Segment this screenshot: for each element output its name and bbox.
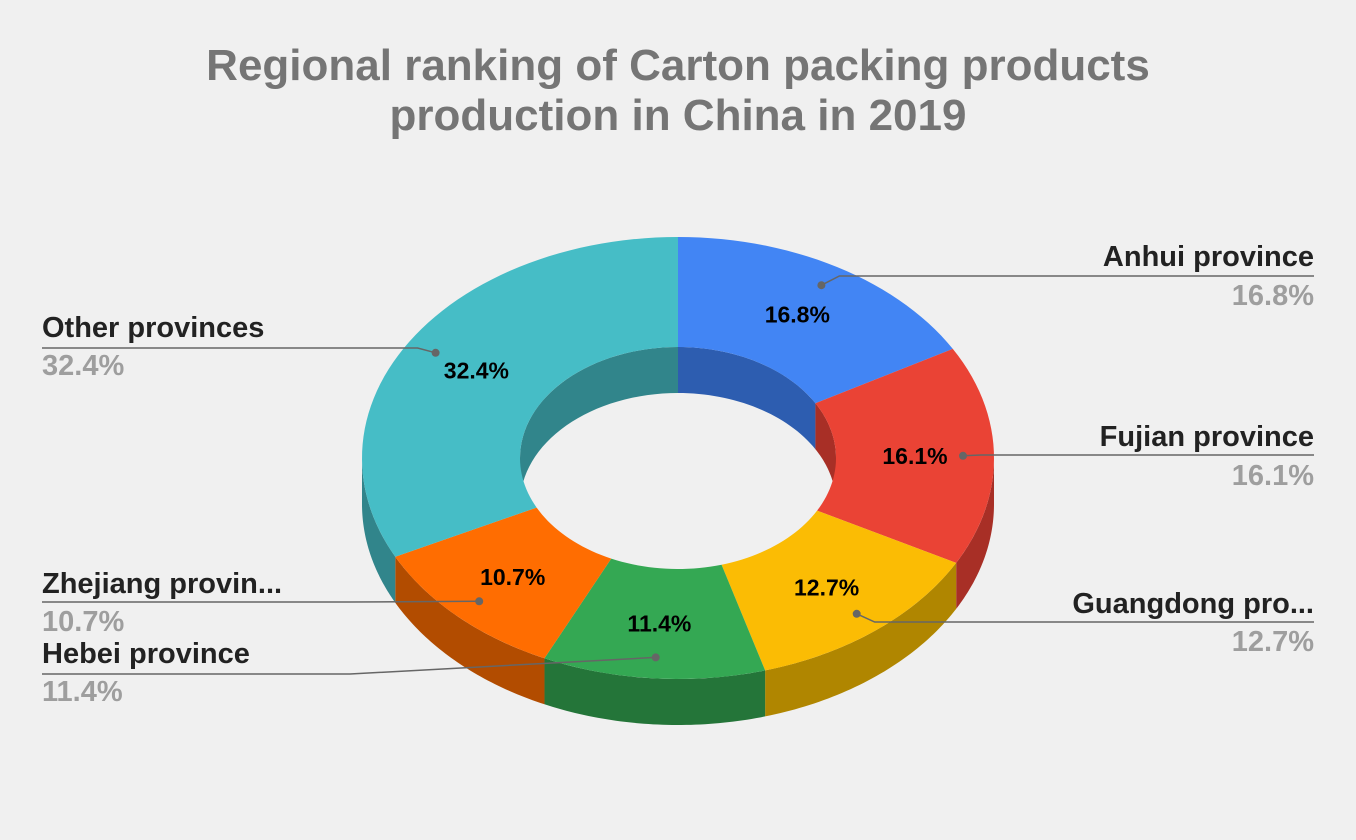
slice-depth-guangdong-province [765,562,957,717]
callout-pct-anhui-province: 16.8% [1232,280,1314,312]
callout-name-guangdong-province: Guangdong pro... [1072,588,1314,620]
chart-title-line-2: production in China in 2019 [390,91,967,140]
slice-label-zhejiang-province: 10.7% [480,564,545,590]
chart-title-line-1: Regional ranking of Carton packing produ… [206,41,1150,90]
leader-line-anhui-province [821,275,1314,286]
leader-lines [42,275,1314,675]
slice-inner-depth-other-provinces [520,347,678,504]
slice-depth-other-provinces [362,458,396,603]
leader-line-guangdong-province [856,613,1314,623]
slice-depth-zhejiang-province [395,556,545,705]
donut-slices [362,237,994,679]
callout-name-fujian-province: Fujian province [1100,421,1314,453]
leader-line-zhejiang-province [42,600,480,603]
slice-value-labels: 16.8% 16.1% 12.7% 11.4% 10.7% 32.4% [444,302,948,637]
slice-fujian-province [815,348,994,563]
slice-other-provinces [362,237,678,557]
slice-label-other-provinces: 32.4% [444,358,509,384]
callout-name-anhui-province: Anhui province [1103,241,1314,273]
callout-pct-zhejiang-province: 10.7% [42,606,124,638]
callout-pct-hebei-province: 11.4% [42,676,123,708]
callout-name-zhejiang-province: Zhejiang provin... [42,568,282,600]
slice-label-guangdong-province: 12.7% [794,574,859,600]
donut-outer-depth [362,458,994,725]
leader-line-other-provinces [42,347,436,354]
slice-depth-fujian-province [956,458,994,609]
donut-inner-depth [520,347,836,504]
slice-anhui-province [678,237,953,404]
slice-guangdong-province [721,510,957,671]
slice-zhejiang-province [395,507,612,659]
slice-label-anhui-province: 16.8% [765,302,830,328]
slice-inner-depth-anhui-province-b [678,347,816,450]
slice-depth-hebei-province [544,658,766,725]
slice-label-fujian-province: 16.1% [882,443,947,469]
callout-labels: Anhui province 16.8% Fujian province 16.1% G… [42,241,1314,708]
slice-inner-depth-fujian-province-b [815,403,836,504]
slice-hebei-province [544,558,766,679]
slice-label-hebei-province: 11.4% [627,611,691,637]
callout-name-hebei-province: Hebei province [42,638,250,670]
callout-pct-guangdong-province: 12.7% [1232,626,1314,658]
leader-line-fujian-province [962,454,1314,457]
callout-name-other-provinces: Other provinces [42,312,264,344]
callout-pct-fujian-province: 16.1% [1232,460,1314,492]
callout-pct-other-provinces: 32.4% [42,350,124,382]
leader-line-hebei-province [42,656,656,675]
